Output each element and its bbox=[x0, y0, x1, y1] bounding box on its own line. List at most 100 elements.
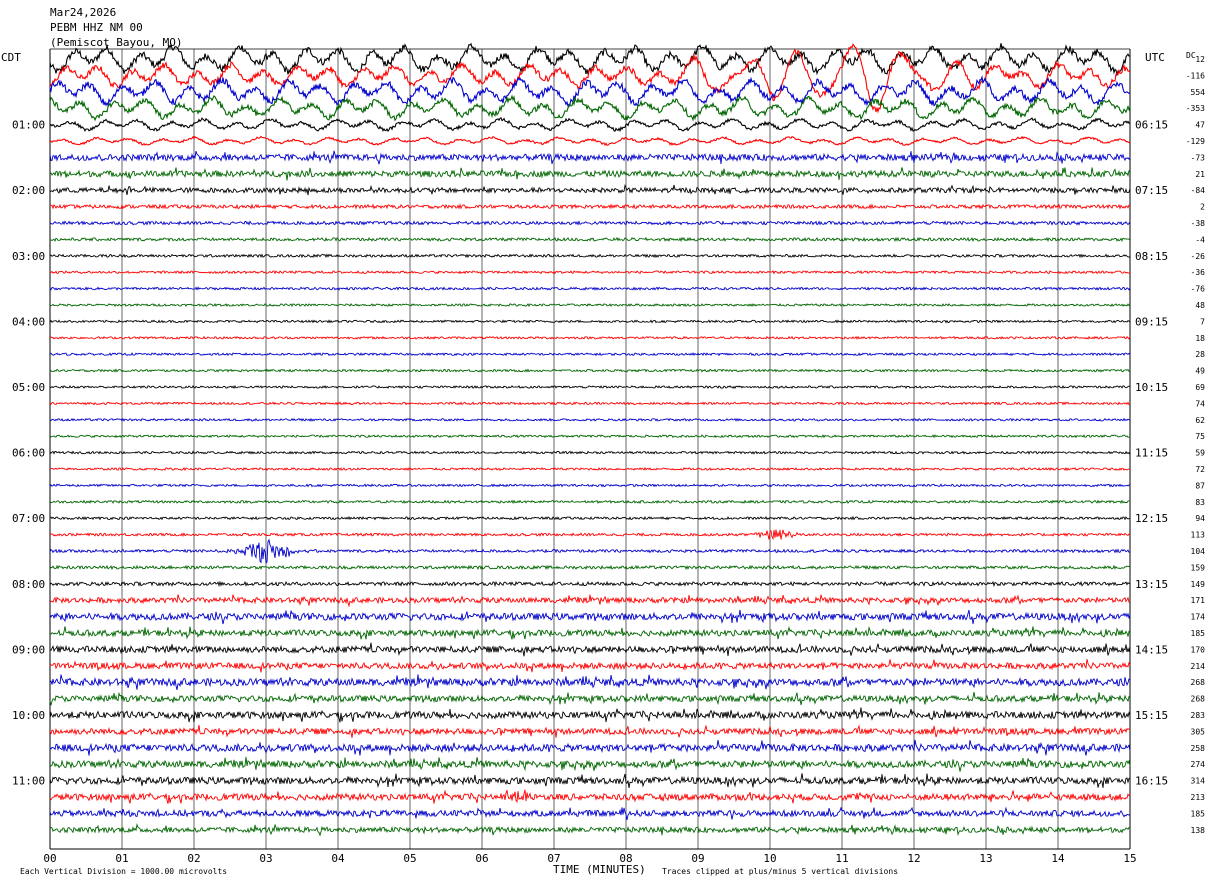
trace-row-21 bbox=[49, 401, 1131, 406]
trace-row-4 bbox=[49, 116, 1131, 133]
dc-offset-label: 274 bbox=[1191, 760, 1206, 769]
dc-offset-label: 7 bbox=[1200, 317, 1205, 326]
dc-offset-label: 171 bbox=[1191, 596, 1206, 605]
minute-gridlines bbox=[49, 48, 1131, 850]
right-hour-label: 14:15 bbox=[1135, 643, 1168, 656]
trace-row-34 bbox=[49, 609, 1131, 625]
dc-offset-label: 554 bbox=[1191, 88, 1206, 97]
trace-row-16 bbox=[49, 319, 1131, 324]
dc-offset-label: 74 bbox=[1195, 399, 1205, 408]
dc-offset-label: 149 bbox=[1191, 580, 1206, 589]
trace-row-22 bbox=[49, 417, 1131, 422]
right-hour-label: 08:15 bbox=[1135, 250, 1168, 263]
trace-row-47 bbox=[49, 823, 1131, 837]
header-date: Mar24,2026 bbox=[50, 6, 116, 19]
trace-row-29 bbox=[49, 529, 1131, 541]
trace-row-44 bbox=[49, 773, 1131, 788]
trace-row-6 bbox=[49, 150, 1131, 165]
dc-offset-label: -73 bbox=[1191, 153, 1206, 162]
right-hour-label: 11:15 bbox=[1135, 447, 1168, 460]
trace-row-41 bbox=[49, 724, 1131, 738]
dc-offset-label: 138 bbox=[1191, 826, 1206, 835]
dc-offset-label: -4 bbox=[1195, 235, 1205, 244]
trace-row-46 bbox=[49, 806, 1131, 820]
dc-header-label: DC bbox=[1186, 51, 1196, 60]
trace-row-36 bbox=[49, 642, 1131, 657]
trace-row-3 bbox=[49, 94, 1131, 122]
trace-row-17 bbox=[49, 335, 1131, 340]
dc-offset-label: -116 bbox=[1186, 71, 1205, 80]
left-hour-label: 05:00 bbox=[12, 381, 45, 394]
dc-offset-label: 113 bbox=[1191, 531, 1206, 540]
x-tick-label: 04 bbox=[331, 852, 345, 865]
trace-row-28 bbox=[49, 515, 1131, 521]
trace-row-39 bbox=[49, 691, 1131, 706]
dc-offset-label: 214 bbox=[1191, 662, 1206, 671]
dc-offset-label: 18 bbox=[1195, 334, 1205, 343]
left-hour-label: 08:00 bbox=[12, 578, 45, 591]
dc-offset-label: -26 bbox=[1191, 252, 1206, 261]
dc-offset-label: 2 bbox=[1200, 203, 1205, 212]
trace-row-20 bbox=[49, 385, 1131, 390]
dc-offset-label: 104 bbox=[1191, 547, 1206, 556]
trace-row-5 bbox=[49, 135, 1131, 147]
dc-offset-label: 47 bbox=[1195, 121, 1205, 130]
left-hour-label: 10:00 bbox=[12, 709, 45, 722]
trace-row-45 bbox=[49, 789, 1131, 804]
trace-row-33 bbox=[49, 594, 1131, 608]
trace-row-30 bbox=[49, 538, 1131, 564]
x-tick-label: 13 bbox=[979, 852, 992, 865]
left-hour-label: 03:00 bbox=[12, 250, 45, 263]
trace-row-42 bbox=[49, 739, 1131, 756]
trace-row-14 bbox=[49, 286, 1131, 291]
axis-labels: 00 01 02 03 04 05 06 07 08 09 10 11 12 13 14 15 12 -116 55… bbox=[12, 55, 1205, 865]
trace-row-43 bbox=[49, 756, 1131, 772]
dc-offset-label: 174 bbox=[1191, 613, 1206, 622]
trace-row-8 bbox=[49, 183, 1131, 196]
dc-offset-label: 12 bbox=[1195, 55, 1205, 64]
dc-offset-label: 185 bbox=[1191, 809, 1206, 818]
right-hour-label: 13:15 bbox=[1135, 578, 1168, 591]
dc-offset-label: 75 bbox=[1195, 432, 1205, 441]
dc-offset-label: 283 bbox=[1191, 711, 1206, 720]
x-tick-label: 03 bbox=[259, 852, 272, 865]
header-station: PEBM HHZ NM 00 bbox=[50, 21, 143, 34]
dc-offset-label: 314 bbox=[1191, 777, 1206, 786]
dc-offset-label: -76 bbox=[1191, 285, 1206, 294]
dc-offset-label: 69 bbox=[1195, 383, 1205, 392]
x-tick-label: 02 bbox=[187, 852, 200, 865]
dc-offset-label: -129 bbox=[1186, 137, 1205, 146]
dc-offset-label: 62 bbox=[1195, 416, 1205, 425]
x-tick-label: 07 bbox=[547, 852, 560, 865]
dc-offset-label: 268 bbox=[1191, 678, 1206, 687]
x-axis-title: TIME (MINUTES) bbox=[553, 863, 646, 876]
x-tick-label: 00 bbox=[43, 852, 56, 865]
dc-offset-label: -84 bbox=[1191, 186, 1206, 195]
dc-offset-label: 258 bbox=[1191, 744, 1206, 753]
dc-offset-label: 49 bbox=[1195, 367, 1205, 376]
dc-offset-label: 159 bbox=[1191, 563, 1206, 572]
trace-row-13 bbox=[49, 270, 1131, 275]
x-tick-label: 05 bbox=[403, 852, 416, 865]
right-hour-label: 09:15 bbox=[1135, 315, 1168, 328]
trace-row-7 bbox=[49, 167, 1131, 181]
scale-note: Each Vertical Division = 1000.00 microvo… bbox=[20, 867, 227, 876]
dc-offset-label: 48 bbox=[1195, 301, 1205, 310]
trace-rows bbox=[49, 42, 1131, 837]
dc-offset-label: 268 bbox=[1191, 695, 1206, 704]
trace-row-31 bbox=[49, 564, 1131, 571]
x-tick-label: 06 bbox=[475, 852, 488, 865]
right-hour-label: 15:15 bbox=[1135, 709, 1168, 722]
left-hour-label: 04:00 bbox=[12, 315, 45, 328]
left-hour-label: 11:00 bbox=[12, 775, 45, 788]
dc-offset-label: 28 bbox=[1195, 350, 1205, 359]
right-hour-label: 10:15 bbox=[1135, 381, 1168, 394]
trace-row-27 bbox=[49, 499, 1130, 505]
x-tick-label: 01 bbox=[115, 852, 128, 865]
trace-row-12 bbox=[49, 253, 1131, 259]
trace-row-26 bbox=[49, 483, 1131, 488]
trace-row-25 bbox=[49, 466, 1131, 472]
trace-row-10 bbox=[49, 220, 1131, 226]
dc-offset-label: 185 bbox=[1191, 629, 1206, 638]
x-tick-label: 11 bbox=[835, 852, 848, 865]
